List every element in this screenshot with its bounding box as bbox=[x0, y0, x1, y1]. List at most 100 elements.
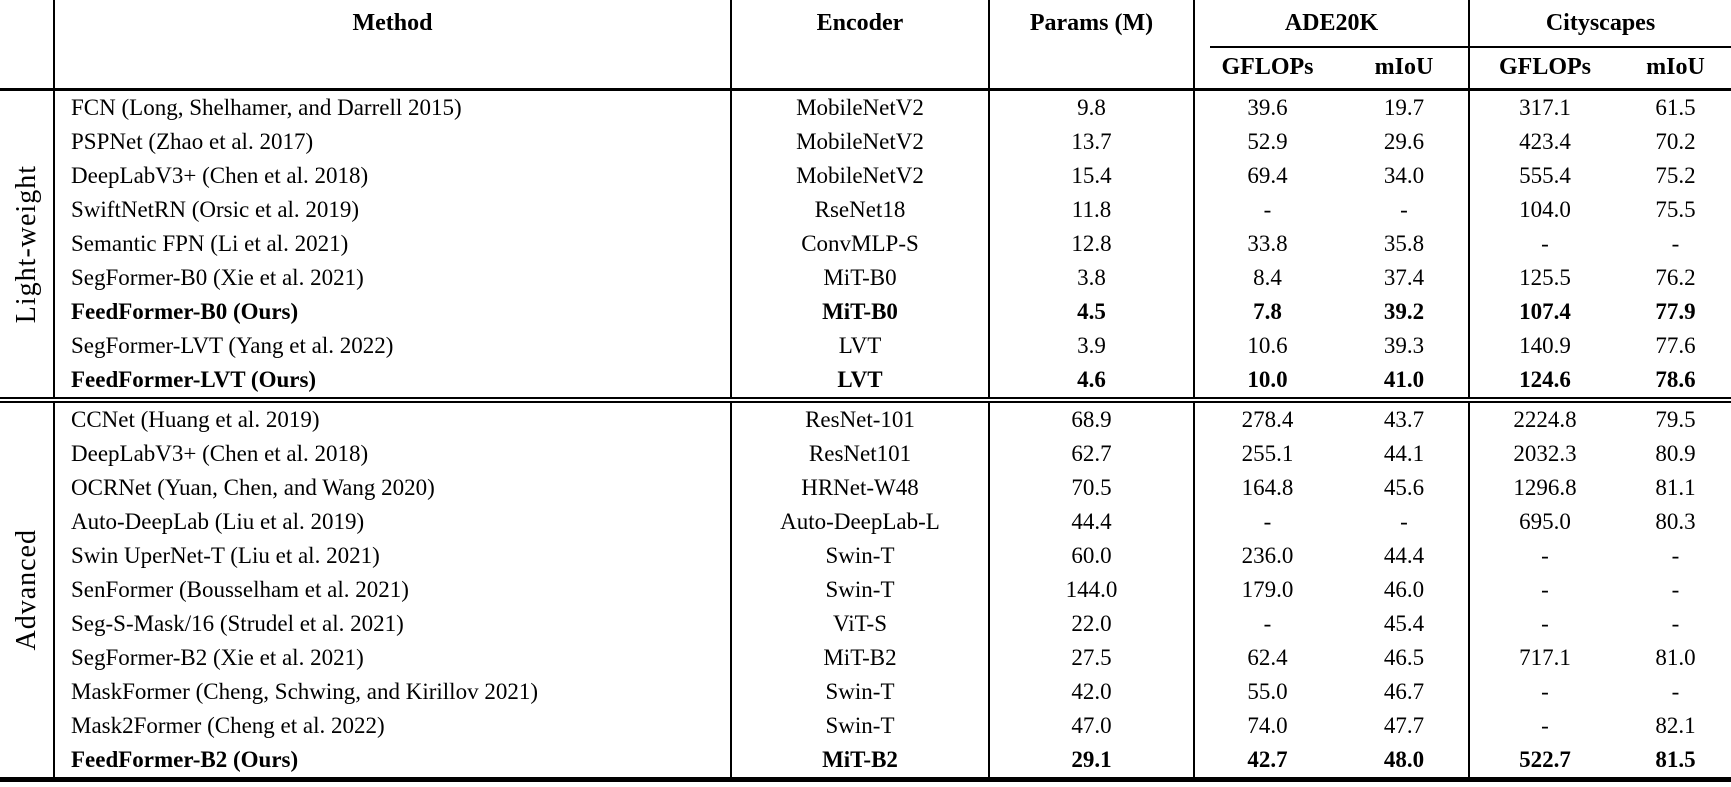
cityscapes-gflops-cell: 104.0 bbox=[1468, 193, 1620, 227]
cityscapes-miou-cell: 79.5 bbox=[1655, 407, 1696, 432]
ade20k-gflops-cell: 39.6 bbox=[1193, 91, 1340, 125]
cityscapes-gflops-cell: 1296.8 bbox=[1468, 471, 1620, 505]
method-cell: Auto-DeepLab (Liu et al. 2019) bbox=[53, 505, 730, 539]
cityscapes-miou-cell: 70.2 bbox=[1655, 129, 1696, 154]
ade20k-gflops-cell: 164.8 bbox=[1193, 471, 1340, 505]
ade20k-gflops-cell: 55.0 bbox=[1193, 675, 1340, 709]
ade20k-miou-cell: 44.1 bbox=[1383, 441, 1425, 466]
table-row: PSPNet (Zhao et al. 2017) MobileNetV2 13.7… bbox=[53, 125, 1731, 159]
encoder-cell: ViT-S bbox=[730, 607, 988, 641]
ade20k-miou-cell: 35.8 bbox=[1383, 231, 1425, 256]
params-cell: 11.8 bbox=[988, 193, 1193, 227]
ade20k-gflops-cell: 42.7 bbox=[1193, 743, 1340, 777]
cityscapes-miou-cell: 82.1 bbox=[1655, 713, 1696, 738]
cityscapes-gflops-cell: 107.4 bbox=[1468, 295, 1620, 329]
cityscapes-miou-cell: 81.1 bbox=[1655, 475, 1696, 500]
ade20k-gflops-cell: 10.6 bbox=[1193, 329, 1340, 363]
encoder-cell: MiT-B2 bbox=[730, 743, 988, 777]
subheader-ade20k-gflops: GFLOPs bbox=[1193, 47, 1340, 88]
encoder-cell: Swin-T bbox=[730, 675, 988, 709]
encoder-cell: Swin-T bbox=[730, 573, 988, 607]
encoder-cell: MiT-B0 bbox=[730, 261, 988, 295]
cityscapes-gflops-cell: - bbox=[1468, 675, 1620, 709]
cityscapes-gflops-cell: 2224.8 bbox=[1468, 403, 1620, 437]
header-params: Params (M) bbox=[988, 0, 1193, 47]
method-cell: OCRNet (Yuan, Chen, and Wang 2020) bbox=[53, 471, 730, 505]
ade20k-miou-cell: 39.3 bbox=[1383, 333, 1425, 358]
table-row: SwiftNetRN (Orsic et al. 2019) RseNet18 11… bbox=[53, 193, 1731, 227]
encoder-cell: MiT-B0 bbox=[730, 295, 988, 329]
params-cell: 144.0 bbox=[988, 573, 1193, 607]
header-method-spacer bbox=[53, 47, 730, 88]
encoder-cell: MobileNetV2 bbox=[730, 91, 988, 125]
cityscapes-gflops-cell: 317.1 bbox=[1468, 91, 1620, 125]
ade20k-miou-cell: 43.7 bbox=[1383, 407, 1425, 432]
table-row: DeepLabV3+ (Chen et al. 2018) ResNet101 62… bbox=[53, 437, 1731, 471]
cityscapes-gflops-cell: 140.9 bbox=[1468, 329, 1620, 363]
method-cell: DeepLabV3+ (Chen et al. 2018) bbox=[53, 159, 730, 193]
header-gutter-2 bbox=[0, 47, 53, 88]
ade20k-gflops-cell: 278.4 bbox=[1193, 403, 1340, 437]
method-cell: MaskFormer (Cheng, Schwing, and Kirillov… bbox=[53, 675, 730, 709]
ade20k-gflops-cell: - bbox=[1193, 505, 1340, 539]
table-row: CCNet (Huang et al. 2019) ResNet-101 68.9 2… bbox=[53, 403, 1731, 437]
cityscapes-gflops-cell: 695.0 bbox=[1468, 505, 1620, 539]
method-cell: SenFormer (Bousselham et al. 2021) bbox=[53, 573, 730, 607]
ade20k-gflops-cell: 179.0 bbox=[1193, 573, 1340, 607]
advanced-rows: CCNet (Huang et al. 2019) ResNet-101 68.9 2… bbox=[53, 403, 1731, 777]
ade20k-miou-cell: 46.0 bbox=[1383, 577, 1425, 602]
ade20k-miou-cell: - bbox=[1400, 509, 1408, 534]
method-cell: SwiftNetRN (Orsic et al. 2019) bbox=[53, 193, 730, 227]
encoder-cell: Swin-T bbox=[730, 539, 988, 573]
cityscapes-miou-cell: 61.5 bbox=[1655, 95, 1696, 120]
params-cell: 22.0 bbox=[988, 607, 1193, 641]
params-cell: 4.6 bbox=[988, 363, 1193, 397]
cityscapes-miou-cell: - bbox=[1671, 611, 1680, 636]
encoder-cell: MobileNetV2 bbox=[730, 159, 988, 193]
params-cell: 70.5 bbox=[988, 471, 1193, 505]
ade20k-gflops-cell: 33.8 bbox=[1193, 227, 1340, 261]
table-row: FeedFormer-B0 (Ours) MiT-B0 4.5 7.8 39.2 107.… bbox=[53, 295, 1731, 329]
cityscapes-miou-cell: 77.9 bbox=[1655, 299, 1696, 324]
cityscapes-miou-cell: 76.2 bbox=[1655, 265, 1696, 290]
cityscapes-miou-cell: - bbox=[1671, 231, 1680, 256]
ade20k-gflops-cell: - bbox=[1193, 607, 1340, 641]
section-label-advanced: Advanced bbox=[10, 529, 42, 651]
params-cell: 68.9 bbox=[988, 403, 1193, 437]
section-label-column-2: Advanced bbox=[0, 403, 53, 777]
cityscapes-gflops-cell: - bbox=[1468, 539, 1620, 573]
ade20k-miou-cell: 37.4 bbox=[1383, 265, 1425, 290]
light-weight-rows: FCN (Long, Shelhamer, and Darrell 2015) M… bbox=[53, 91, 1731, 397]
ade20k-miou-cell: 19.7 bbox=[1383, 95, 1425, 120]
cityscapes-gflops-cell: 717.1 bbox=[1468, 641, 1620, 675]
params-cell: 4.5 bbox=[988, 295, 1193, 329]
cityscapes-gflops-cell: 522.7 bbox=[1468, 743, 1620, 777]
ade20k-gflops-cell: - bbox=[1193, 193, 1340, 227]
ade20k-gflops-cell: 69.4 bbox=[1193, 159, 1340, 193]
section-divider-rule bbox=[0, 397, 1731, 403]
cityscapes-miou-cell: - bbox=[1671, 577, 1680, 602]
encoder-cell: RseNet18 bbox=[730, 193, 988, 227]
ade20k-gflops-cell: 236.0 bbox=[1193, 539, 1340, 573]
params-cell: 62.7 bbox=[988, 437, 1193, 471]
table-row: Seg-S-Mask/16 (Strudel et al. 2021) ViT-S… bbox=[53, 607, 1731, 641]
subheader-ade20k-miou: mIoU bbox=[1374, 54, 1434, 80]
ade20k-miou-cell: 44.4 bbox=[1383, 543, 1425, 568]
section-light-weight: Light-weight FCN (Long, Shelhamer, and D… bbox=[0, 91, 1731, 397]
method-cell: FeedFormer-B2 (Ours) bbox=[53, 743, 730, 777]
cityscapes-gflops-cell: 124.6 bbox=[1468, 363, 1620, 397]
header-encoder: Encoder bbox=[730, 0, 988, 47]
params-cell: 60.0 bbox=[988, 539, 1193, 573]
cityscapes-gflops-cell: 125.5 bbox=[1468, 261, 1620, 295]
encoder-cell: ResNet101 bbox=[730, 437, 988, 471]
encoder-cell: LVT bbox=[730, 329, 988, 363]
table-row: MaskFormer (Cheng, Schwing, and Kirillov… bbox=[53, 675, 1731, 709]
table-row: SenFormer (Bousselham et al. 2021) Swin-T… bbox=[53, 573, 1731, 607]
table-row: OCRNet (Yuan, Chen, and Wang 2020) HRNet-… bbox=[53, 471, 1731, 505]
ade20k-miou-cell: 39.2 bbox=[1383, 299, 1425, 324]
ade20k-miou-cell: 41.0 bbox=[1383, 367, 1425, 392]
cityscapes-miou-cell: 80.3 bbox=[1655, 509, 1696, 534]
cityscapes-gflops-cell: 423.4 bbox=[1468, 125, 1620, 159]
ade20k-gflops-cell: 255.1 bbox=[1193, 437, 1340, 471]
table-row: DeepLabV3+ (Chen et al. 2018) MobileNetV2… bbox=[53, 159, 1731, 193]
